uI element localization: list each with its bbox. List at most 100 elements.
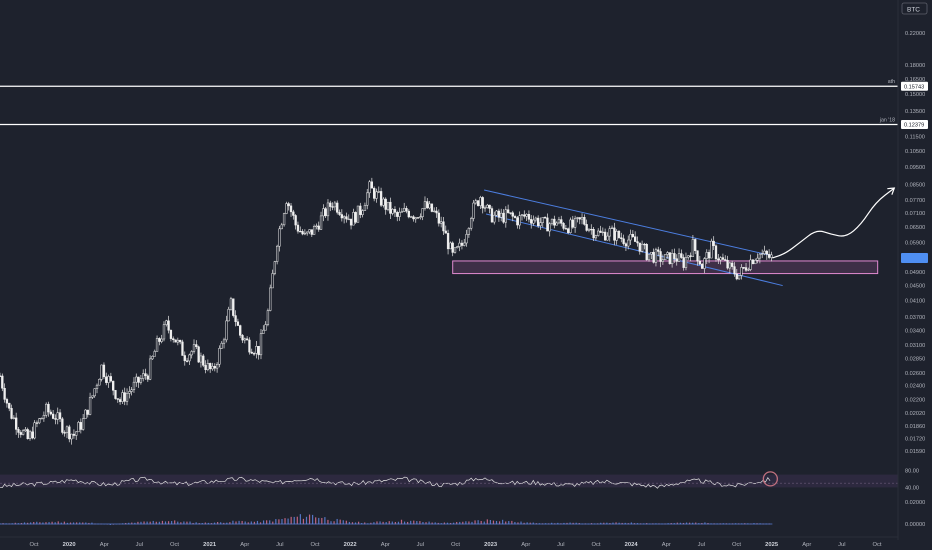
candle-body [416, 217, 420, 219]
candle-body [700, 263, 704, 269]
rsi-tick-label: 40.00 [905, 486, 919, 492]
candle-body [56, 412, 59, 420]
candle-body [386, 201, 390, 210]
macd-bar [517, 522, 519, 525]
descending-channel[interactable] [483, 189, 783, 287]
candle-body [91, 395, 94, 398]
candle-body [220, 342, 223, 349]
indicator-scale[interactable]: 80.00 40.00 0.02000 0.00000 [905, 468, 925, 528]
macd-bar [30, 522, 32, 525]
candle-body [102, 364, 106, 378]
price-tick-label: 0.01860 [905, 424, 925, 430]
candle-body [446, 233, 450, 250]
candle-body [714, 245, 718, 260]
candle-body [5, 399, 9, 404]
candle-body [206, 363, 210, 370]
projection-arrow[interactable] [772, 187, 896, 259]
macd-bar [241, 520, 243, 525]
channel-upper-line [483, 189, 772, 257]
macd-bar [250, 521, 252, 525]
candle-body [236, 321, 240, 326]
candle-body [580, 216, 584, 220]
candle-body [132, 381, 136, 391]
symbol-badge[interactable]: BTC [901, 2, 928, 15]
candle-body [721, 257, 725, 260]
candle-body [645, 244, 648, 261]
macd-bar [14, 522, 16, 525]
candle-body [257, 346, 260, 356]
candle-body [668, 252, 671, 264]
macd-bar [180, 522, 182, 525]
macd-bar [480, 520, 482, 525]
macd-bar [39, 522, 41, 525]
candle-body [573, 218, 577, 228]
candle-body [359, 205, 362, 215]
macd-bar [679, 522, 682, 525]
candle-body [252, 353, 256, 355]
candle-body [142, 373, 145, 379]
macd-bar [514, 521, 516, 525]
candle-body [513, 216, 517, 218]
candle-body [160, 338, 163, 342]
time-tick-label: 2024 [625, 542, 639, 548]
candle-body [24, 429, 27, 431]
candle-body [629, 234, 632, 241]
macd-bar [474, 520, 476, 525]
candle-body [259, 333, 263, 356]
price-tick-label: 0.16500 [905, 77, 925, 83]
macd-bar [140, 521, 142, 525]
candle-body [696, 250, 699, 262]
candle-body [483, 207, 487, 209]
price-scale[interactable]: 0.22000 0.18000 0.16500 0.15000 0.13500 0.115… [897, 0, 928, 540]
candle-body [368, 181, 371, 194]
candle-body [486, 204, 489, 208]
macd-bar [137, 521, 139, 525]
candle-body [490, 208, 494, 223]
macd-bar [612, 522, 614, 525]
macd-bar [63, 521, 65, 525]
candle-body [135, 376, 138, 383]
macd-bar [281, 518, 283, 525]
rsi-highlight-circle[interactable] [762, 471, 779, 487]
candle-body [192, 344, 196, 352]
candle-body [282, 213, 286, 226]
candle-body [520, 214, 524, 216]
candle-body [264, 324, 267, 331]
candle-body [31, 431, 34, 439]
macd-bar [308, 514, 311, 525]
time-axis[interactable]: Oct 2020 Apr Jul Oct 2021 Apr Jul Oct 2022 Apr Jul O… [0, 536, 898, 548]
candle-body [225, 320, 228, 341]
candle-body [481, 197, 484, 209]
candle-body [361, 210, 364, 215]
macd-bar [511, 520, 513, 525]
horizontal-levels[interactable]: ath 0.15743 jan '18 0.12379 [0, 79, 928, 129]
rsi-pane [0, 471, 898, 489]
candle-body [474, 200, 477, 204]
candle-body [472, 202, 475, 219]
candle-body [414, 217, 417, 220]
candle-body [740, 267, 743, 276]
candle-body [620, 237, 623, 240]
macd-pane [0, 514, 773, 525]
macd-bar [373, 522, 375, 525]
candle-body [539, 222, 542, 227]
macd-bar [253, 521, 255, 525]
macd-bar [615, 522, 617, 525]
macd-bar [60, 522, 62, 525]
candle-body [744, 267, 748, 271]
candle-body [599, 230, 602, 233]
macd-tick-label: 0.00000 [905, 522, 925, 528]
candle-body [444, 230, 447, 234]
candle-body [280, 224, 283, 230]
macd-bar [357, 521, 360, 525]
candle-body [338, 212, 341, 215]
candle-body [375, 191, 378, 199]
macd-bar [419, 521, 421, 525]
support-zone[interactable] [452, 260, 879, 275]
candle-body [500, 212, 503, 218]
candle-body [717, 258, 720, 261]
candle-body [98, 379, 101, 386]
macd-bar [152, 520, 154, 525]
macd-bar [315, 517, 317, 525]
